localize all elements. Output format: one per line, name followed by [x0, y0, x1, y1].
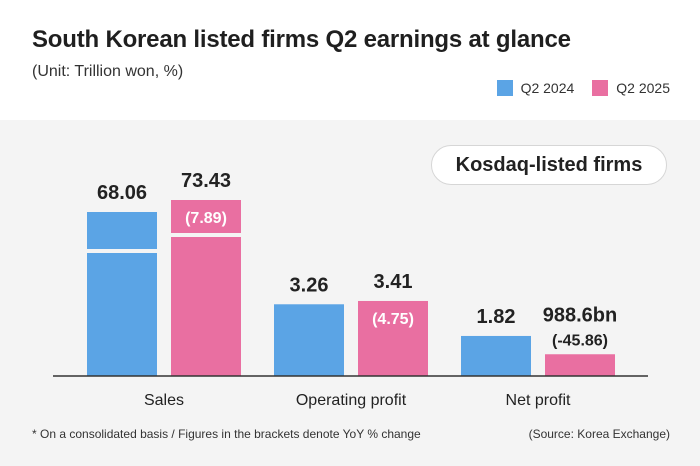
bar-break-mark [171, 233, 241, 237]
legend: Q2 2024 Q2 2025 [496, 80, 670, 96]
bar-operating-profit-q2-2024 [274, 304, 344, 376]
legend-swatch-q2-2025 [592, 80, 609, 96]
bar-sales-q2-2024 [87, 212, 157, 376]
category-label: Sales [144, 392, 184, 409]
bar-net-profit-q2-2025 [545, 354, 615, 376]
chart-title: South Korean listed firms Q2 earnings at… [32, 26, 571, 53]
value-label: 68.06 [97, 182, 147, 204]
value-label: 988.6bn [543, 304, 617, 326]
bar-break-mark [87, 249, 157, 253]
change-label: (-45.86) [552, 332, 608, 349]
category-label: Operating profit [296, 392, 407, 409]
source-note: (Source: Korea Exchange) [528, 427, 670, 441]
legend-swatch-q2-2024 [496, 80, 513, 96]
bar-operating-profit-q2-2025 [358, 300, 428, 376]
change-label: (7.89) [185, 210, 227, 227]
value-label: 3.26 [290, 274, 329, 296]
category-label: Net profit [506, 392, 571, 409]
chart-subtitle: (Unit: Trillion won, %) [32, 63, 184, 80]
change-label: (4.75) [372, 311, 414, 328]
footnote: * On a consolidated basis / Figures in t… [32, 427, 421, 441]
legend-item-q2-2024: Q2 2024 [496, 80, 575, 96]
value-label: 73.43 [181, 170, 231, 192]
legend-label-q2-2024: Q2 2024 [520, 80, 575, 96]
value-label: 1.82 [477, 306, 516, 328]
bar-sales-q2-2025 [171, 200, 241, 376]
legend-label-q2-2025: Q2 2025 [616, 80, 670, 96]
legend-item-q2-2025: Q2 2025 [592, 80, 670, 96]
value-label: 3.41 [374, 271, 413, 293]
header: South Korean listed firms Q2 earnings at… [0, 0, 700, 120]
bar-net-profit-q2-2024 [461, 335, 531, 376]
market-tag: Kosdaq-listed firms [431, 145, 667, 185]
bar-chart: 68.06 73.43 (7.89) Sales 3.26 3.41 (4.75) Opera… [53, 170, 648, 409]
